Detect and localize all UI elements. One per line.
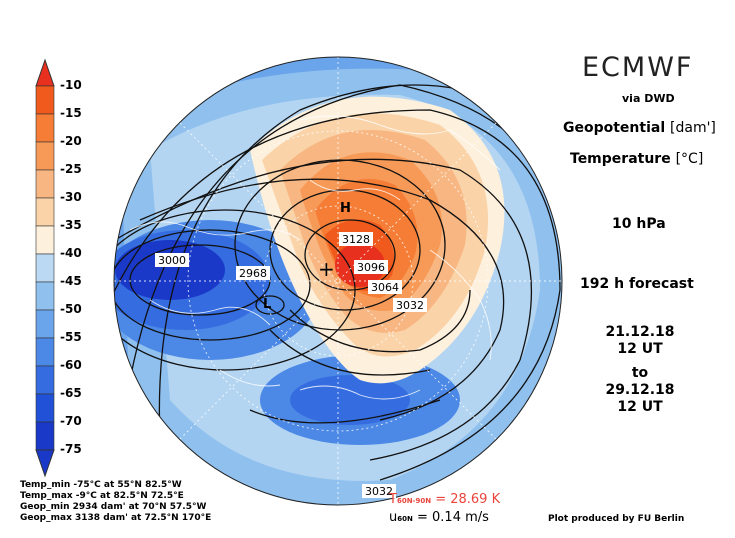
colorbar-tick-label: -60 <box>60 358 82 372</box>
colorbar-swatch <box>35 393 55 423</box>
svg-text:3128: 3128 <box>342 233 370 246</box>
colorbar-tick-label: -35 <box>60 218 82 232</box>
polar-map-disc <box>114 57 562 505</box>
low-marker: L <box>263 297 271 312</box>
colorbar-tick-label: -15 <box>60 106 82 120</box>
t-value: = 28.69 K <box>435 492 501 507</box>
to-word: to <box>631 365 649 381</box>
colorbar-tick-label: -30 <box>60 190 82 204</box>
geop-min: Geop_min 2934 dam' at 70°N 57.5°W <box>20 502 207 512</box>
contour-label-3064: 3064 <box>368 280 402 294</box>
colorbar-top-arrow <box>35 58 55 87</box>
pressure-level: 10 hPa <box>612 216 666 232</box>
colorbar-swatch <box>35 113 55 143</box>
variable-2-name: Temperature <box>570 151 671 167</box>
svg-text:3064: 3064 <box>371 281 399 294</box>
source-title: ECMWF <box>582 52 694 83</box>
colorbar-swatch <box>35 197 55 227</box>
via-label: via DWD <box>622 92 675 105</box>
credit-label: Plot produced by FU Berlin <box>548 514 685 524</box>
contour-label-3128: 3128 <box>339 232 373 246</box>
colorbar-tick-label: -10 <box>60 78 82 92</box>
colorbar-tick-label: -40 <box>60 246 82 260</box>
colorbar-swatch <box>35 169 55 199</box>
colorbar-tick-label: -75 <box>60 442 82 456</box>
date-range: 21.12.18 12 UT to 29.12.18 12 UT <box>600 324 680 416</box>
colorbar-swatch <box>35 281 55 311</box>
colorbar-swatch <box>35 309 55 339</box>
colorbar <box>35 58 55 478</box>
colorbar-tick-label: -20 <box>60 134 82 148</box>
contour-label-3032: 3032 <box>393 298 427 312</box>
colorbar-tick-label: -65 <box>60 386 82 400</box>
contour-labels: 3000 2968 3128 3096 3064 3032 3032 H L + <box>155 201 427 498</box>
variable-1-title: Geopotential [dam'] <box>563 120 716 136</box>
u-value: = 0.14 m/s <box>417 510 489 525</box>
svg-text:3032: 3032 <box>365 485 393 498</box>
high-marker: H <box>340 201 351 216</box>
colorbar-swatch <box>35 421 55 451</box>
geop-max: Geop_max 3138 dam' at 72.5°N 170°E <box>20 513 212 523</box>
svg-text:3000: 3000 <box>158 254 186 267</box>
variable-2-title: Temperature [°C] <box>570 151 703 167</box>
contour-label-3000: 3000 <box>155 253 189 267</box>
contour-label-3032-south: 3032 <box>362 484 396 498</box>
pole-marker: + <box>318 257 335 281</box>
init-date: 21.12.18 <box>605 324 675 340</box>
colorbar-swatch <box>35 141 55 171</box>
variable-1-unit: [dam'] <box>670 120 716 136</box>
temperature-diagnostic: T60N-90N = 28.69 K <box>389 492 500 507</box>
valid-date: 29.12.18 <box>605 382 675 398</box>
colorbar-bottom-arrow <box>35 449 55 478</box>
variable-2-unit: [°C] <box>675 151 704 167</box>
colorbar-tick-label: -25 <box>60 162 82 176</box>
t-symbol: T <box>389 492 397 507</box>
colorbar-swatch <box>35 365 55 395</box>
u-symbol: u <box>389 510 398 525</box>
colorbar-swatch <box>35 253 55 283</box>
colorbar-tick-label: -45 <box>60 274 82 288</box>
temp-max: Temp_max -9°C at 82.5°N 72.5°E <box>20 491 184 501</box>
valid-time: 12 UT <box>617 399 663 415</box>
contour-label-3096: 3096 <box>354 260 388 274</box>
colorbar-tick-label: -50 <box>60 302 82 316</box>
colorbar-swatch <box>35 337 55 367</box>
colorbar-tick-label: -55 <box>60 330 82 344</box>
colorbar-swatch <box>35 85 55 115</box>
t-subscript: 60N-90N <box>396 497 432 505</box>
svg-text:3032: 3032 <box>396 299 424 312</box>
colorbar-swatch <box>35 225 55 255</box>
svg-text:3096: 3096 <box>357 261 385 274</box>
extremes-stats: Temp_min -75°C at 55°N 82.5°W Temp_max -… <box>20 480 211 524</box>
forecast-hours: 192 h forecast <box>580 276 694 292</box>
colorbar-tick-label: -70 <box>60 414 82 428</box>
svg-text:2968: 2968 <box>239 267 267 280</box>
variable-1-name: Geopotential <box>563 120 666 136</box>
temp-min: Temp_min -75°C at 55°N 82.5°W <box>20 480 182 490</box>
u-subscript: 60N <box>397 515 413 523</box>
init-time: 12 UT <box>617 341 663 357</box>
wind-diagnostic: u60N = 0.14 m/s <box>389 510 489 525</box>
contour-label-2968: 2968 <box>236 266 270 280</box>
